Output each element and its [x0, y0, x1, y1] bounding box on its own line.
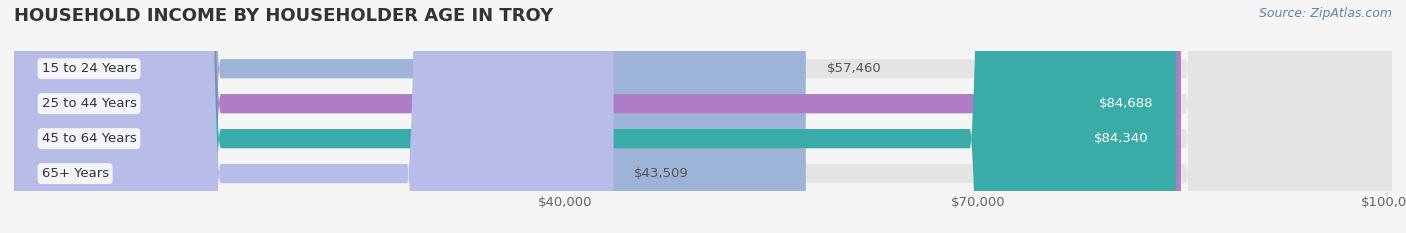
- FancyBboxPatch shape: [14, 0, 1392, 233]
- Text: 15 to 24 Years: 15 to 24 Years: [42, 62, 136, 75]
- FancyBboxPatch shape: [14, 0, 1392, 233]
- FancyBboxPatch shape: [14, 0, 1181, 233]
- Text: 45 to 64 Years: 45 to 64 Years: [42, 132, 136, 145]
- Text: Source: ZipAtlas.com: Source: ZipAtlas.com: [1258, 7, 1392, 20]
- Text: $57,460: $57,460: [827, 62, 882, 75]
- FancyBboxPatch shape: [14, 0, 806, 233]
- Text: $84,340: $84,340: [1094, 132, 1149, 145]
- FancyBboxPatch shape: [14, 0, 1177, 233]
- FancyBboxPatch shape: [14, 0, 1392, 233]
- Text: HOUSEHOLD INCOME BY HOUSEHOLDER AGE IN TROY: HOUSEHOLD INCOME BY HOUSEHOLDER AGE IN T…: [14, 7, 554, 25]
- Text: 25 to 44 Years: 25 to 44 Years: [42, 97, 136, 110]
- Text: 65+ Years: 65+ Years: [42, 167, 108, 180]
- Text: $43,509: $43,509: [634, 167, 689, 180]
- Text: $84,688: $84,688: [1099, 97, 1153, 110]
- FancyBboxPatch shape: [14, 0, 1392, 233]
- FancyBboxPatch shape: [14, 0, 613, 233]
